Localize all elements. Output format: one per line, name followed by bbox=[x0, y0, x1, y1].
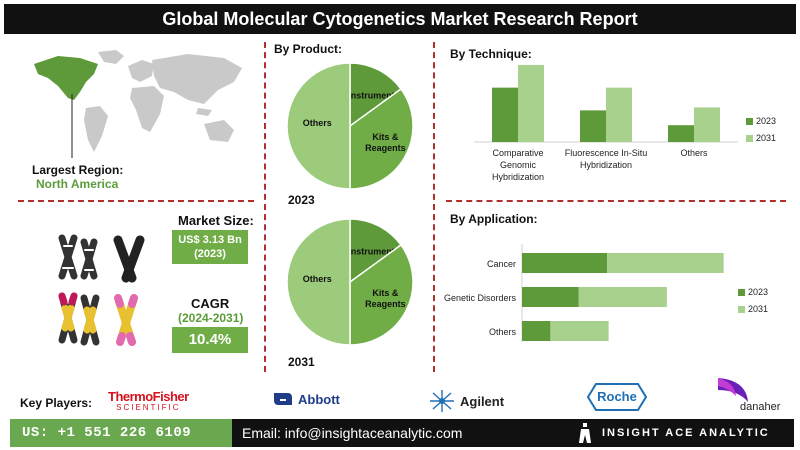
application-bar-2031-0 bbox=[607, 253, 724, 273]
phone-contact: US: +1 551 226 6109 bbox=[10, 419, 232, 447]
agilent-name: Agilent bbox=[460, 393, 505, 409]
chromosomes-illustration bbox=[58, 234, 145, 346]
application-bar-2023-2 bbox=[522, 321, 551, 341]
technique-chart-title: By Technique: bbox=[450, 47, 532, 61]
application-bar-chart: Cancer Genetic Disorders Others 2023 2031 bbox=[444, 244, 768, 342]
technique-bar-2031-2 bbox=[694, 107, 720, 142]
technique-bar-2031-0 bbox=[518, 64, 544, 142]
largest-region-value: North America bbox=[36, 177, 119, 191]
report-title: Global Molecular Cytogenetics Market Res… bbox=[4, 4, 796, 34]
pie-2023-slice-instruments bbox=[349, 62, 403, 128]
cagr-value: 10.4% bbox=[172, 327, 248, 353]
product-chart-title: By Product: bbox=[274, 42, 343, 56]
pie-2031-slice-others bbox=[286, 218, 351, 346]
technique-category-label-1: Fluorescence In-Situ Hybridization bbox=[565, 148, 648, 170]
application-legend-swatch-2031 bbox=[738, 306, 745, 313]
thermofisher-logo: ThermoFisher SCIENTIFIC bbox=[108, 389, 189, 413]
technique-legend-label-2023: 2023 bbox=[756, 116, 776, 126]
market-size-label: Market Size: bbox=[178, 213, 254, 228]
application-bar-2031-2 bbox=[550, 321, 609, 341]
pie-2031-year: 2031 bbox=[288, 355, 315, 369]
technique-bar-chart: Comparative Genomic Hybridization Fluoresce… bbox=[474, 64, 776, 182]
pie-2023-label-others: Others bbox=[303, 118, 332, 128]
world-map bbox=[34, 50, 242, 158]
pie-2031-label-others: Others bbox=[303, 274, 332, 284]
insight-ace-icon bbox=[579, 423, 591, 443]
application-legend-swatch-2023 bbox=[738, 289, 745, 296]
danaher-icon bbox=[718, 378, 748, 402]
north-america-shape bbox=[34, 56, 98, 100]
application-bar-2031-1 bbox=[578, 287, 667, 307]
market-size-year: (2023) bbox=[194, 248, 226, 260]
application-category-label-2: Others bbox=[489, 327, 517, 337]
technique-legend-label-2031: 2031 bbox=[756, 133, 776, 143]
pie-2031-label-instruments: Instruments bbox=[348, 247, 400, 257]
footer-bar: Email: info@insightaceanalytic.com INSIG… bbox=[232, 419, 794, 447]
divider-left bbox=[264, 42, 266, 372]
application-legend-label-2023: 2023 bbox=[748, 287, 768, 297]
thermofisher-sub: SCIENTIFIC bbox=[116, 403, 181, 412]
market-size-value: US$ 3.13 Bn bbox=[178, 234, 242, 246]
pie-2031-slice-kits-reagents bbox=[349, 243, 414, 346]
pie-2023-slice-kits-reagents bbox=[349, 87, 414, 190]
thermofisher-name: ThermoFisher bbox=[108, 389, 189, 404]
pie-2023-year: 2023 bbox=[288, 193, 315, 207]
roche-name: Roche bbox=[597, 389, 637, 404]
pie-2023-label-instruments: Instruments bbox=[348, 91, 400, 101]
pie-2031-label-kits-reagents: Kits & Reagents bbox=[365, 288, 406, 309]
pie-2023-slice-others bbox=[286, 62, 351, 190]
technique-bar-2031-1 bbox=[606, 87, 632, 142]
divider-left-horizontal bbox=[18, 200, 254, 202]
abbott-name: Abbott bbox=[298, 391, 340, 407]
technique-legend-swatch-2031 bbox=[746, 135, 753, 142]
cagr-period: (2024-2031) bbox=[178, 311, 244, 325]
abbott-icon bbox=[274, 393, 292, 405]
largest-region-label: Largest Region: bbox=[32, 163, 124, 177]
technique-legend-swatch-2023 bbox=[746, 118, 753, 125]
application-bar-2023-0 bbox=[522, 253, 608, 273]
technique-bar-2023-0 bbox=[492, 87, 518, 142]
key-players-label: Key Players: bbox=[20, 396, 93, 410]
technique-category-label-0: Comparative Genomic Hybridization bbox=[492, 148, 544, 182]
chromosome-pair-3 bbox=[113, 235, 145, 283]
cagr-label: CAGR bbox=[191, 296, 230, 311]
technique-bar-2023-1 bbox=[580, 110, 606, 142]
roche-logo bbox=[586, 383, 648, 411]
chromosome-pair-1 bbox=[58, 234, 78, 280]
application-category-label-0: Cancer bbox=[487, 259, 516, 269]
technique-bar-2023-2 bbox=[668, 125, 694, 142]
agilent-spark-icon bbox=[430, 390, 454, 412]
pie-2023-label-kits-reagents: Kits & Reagents bbox=[365, 132, 406, 153]
agilent-logo: Agilent bbox=[428, 389, 504, 413]
product-pie-2031: Instruments Kits & Reagents Others bbox=[286, 218, 414, 346]
application-legend-label-2031: 2031 bbox=[748, 304, 768, 314]
application-category-label-1: Genetic Disorders bbox=[444, 293, 517, 303]
insight-ace-brand: INSIGHT ACE ANALYTIC bbox=[602, 427, 770, 439]
divider-right-horizontal bbox=[446, 200, 786, 202]
email-contact: Email: info@insightaceanalytic.com bbox=[242, 425, 463, 441]
application-bar-2023-1 bbox=[522, 287, 579, 307]
technique-category-label-2: Others bbox=[680, 148, 708, 158]
market-size-box: US$ 3.13 Bn (2023) bbox=[172, 230, 248, 264]
divider-right bbox=[433, 42, 435, 372]
product-pie-2023: Instruments Kits & Reagents Others bbox=[286, 62, 414, 190]
danaher-name: danaher bbox=[740, 401, 781, 413]
abbott-logo: Abbott bbox=[272, 391, 340, 407]
application-chart-title: By Application: bbox=[450, 212, 538, 226]
pie-2031-slice-instruments bbox=[349, 218, 403, 284]
